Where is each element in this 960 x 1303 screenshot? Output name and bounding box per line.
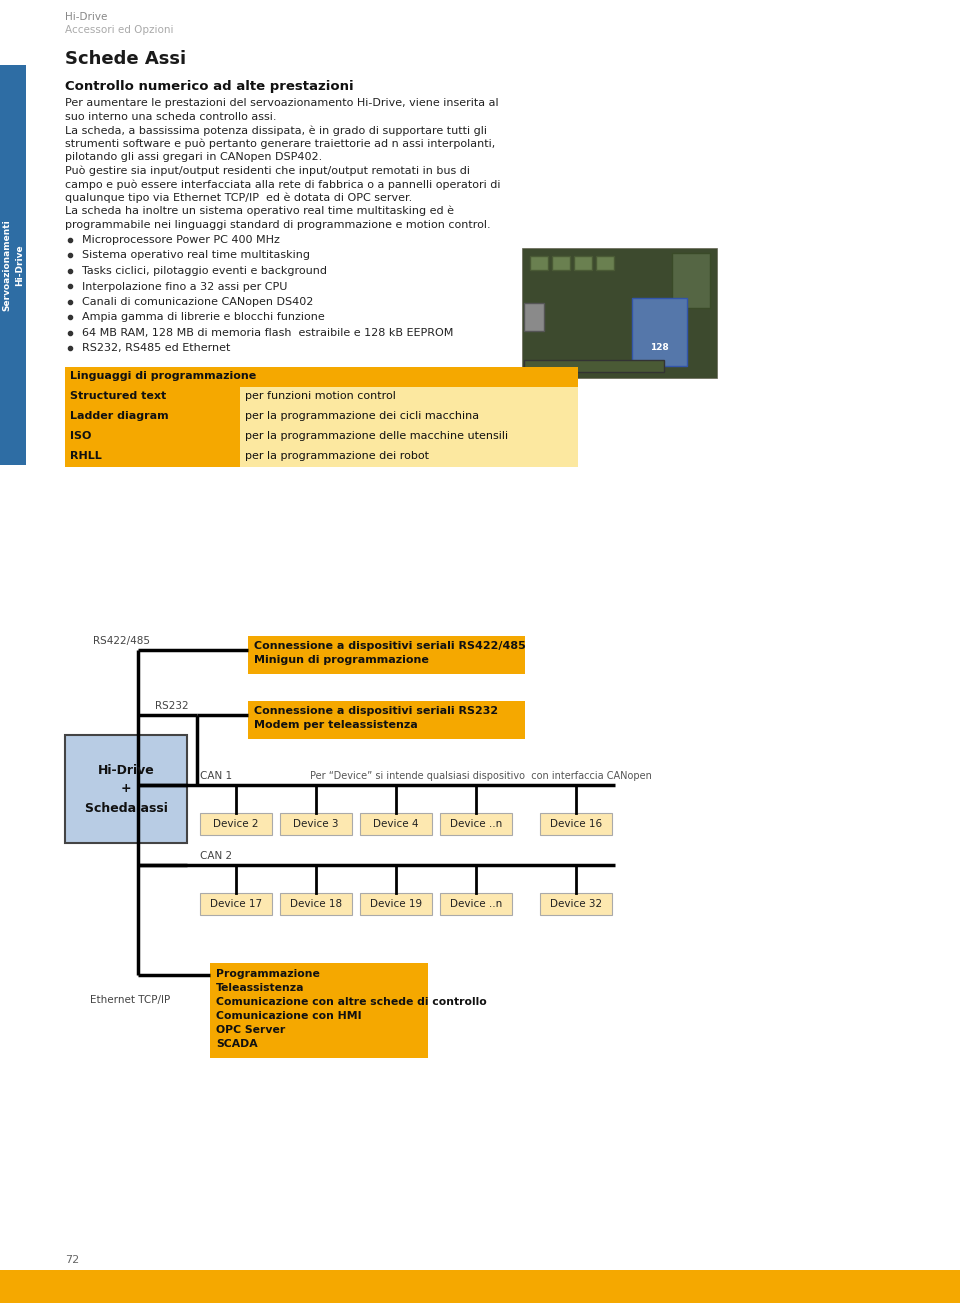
Text: Canali di comunicazione CANopen DS402: Canali di comunicazione CANopen DS402 bbox=[82, 297, 313, 308]
Text: OPC Server: OPC Server bbox=[216, 1025, 285, 1035]
Text: Ethernet TCP/IP: Ethernet TCP/IP bbox=[90, 995, 170, 1005]
Text: Schede Assi: Schede Assi bbox=[65, 50, 186, 68]
Text: Programmazione: Programmazione bbox=[216, 969, 320, 979]
Bar bbox=[240, 427, 578, 447]
Text: Device 19: Device 19 bbox=[370, 899, 422, 909]
Text: CAN 2: CAN 2 bbox=[200, 851, 232, 861]
Bar bbox=[200, 893, 272, 915]
Bar bbox=[440, 813, 512, 835]
Bar bbox=[280, 813, 352, 835]
Bar bbox=[240, 447, 578, 466]
Bar bbox=[248, 636, 525, 674]
Text: Device 2: Device 2 bbox=[213, 820, 259, 829]
Text: RHLL: RHLL bbox=[70, 451, 102, 461]
Text: qualunque tipo via Ethernet TCP/IP  ed è dotata di OPC server.: qualunque tipo via Ethernet TCP/IP ed è … bbox=[65, 193, 412, 203]
Text: RS232, RS485 ed Ethernet: RS232, RS485 ed Ethernet bbox=[82, 344, 230, 353]
Text: Device 16: Device 16 bbox=[550, 820, 602, 829]
Bar bbox=[440, 893, 512, 915]
Bar bbox=[210, 963, 428, 1058]
Bar bbox=[540, 813, 612, 835]
Text: Ampia gamma di librerie e blocchi funzione: Ampia gamma di librerie e blocchi funzio… bbox=[82, 313, 324, 323]
Text: per la programmazione dei cicli macchina: per la programmazione dei cicli macchina bbox=[245, 410, 479, 421]
Text: ISO: ISO bbox=[70, 431, 91, 440]
Text: per funzioni motion control: per funzioni motion control bbox=[245, 391, 396, 401]
Text: Sistema operativo real time multitasking: Sistema operativo real time multitasking bbox=[82, 250, 310, 261]
Text: CAN 1: CAN 1 bbox=[200, 771, 232, 780]
Bar bbox=[0, 65, 26, 465]
Text: per la programmazione delle macchine utensili: per la programmazione delle macchine ute… bbox=[245, 431, 508, 440]
Text: Minigun di programmazione: Minigun di programmazione bbox=[254, 655, 429, 665]
Text: La scheda, a bassissima potenza dissipata, è in grado di supportare tutti gli: La scheda, a bassissima potenza dissipat… bbox=[65, 125, 487, 136]
Bar bbox=[524, 360, 664, 371]
Bar bbox=[524, 304, 544, 331]
Bar bbox=[65, 427, 240, 447]
Text: Per aumentare le prestazioni del servoazionamento Hi-Drive, viene inserita al: Per aumentare le prestazioni del servoaz… bbox=[65, 98, 498, 108]
Text: Device 17: Device 17 bbox=[210, 899, 262, 909]
Text: Accessori ed Opzioni: Accessori ed Opzioni bbox=[65, 25, 174, 35]
Text: RS232: RS232 bbox=[155, 701, 188, 711]
Bar bbox=[240, 387, 578, 407]
Bar bbox=[530, 255, 548, 270]
Text: campo e può essere interfacciata alla rete di fabbrica o a pannelli operatori di: campo e può essere interfacciata alla re… bbox=[65, 179, 500, 189]
Text: Può gestire sia input/output residenti che input/output remotati in bus di: Può gestire sia input/output residenti c… bbox=[65, 165, 470, 176]
Text: La scheda ha inoltre un sistema operativo real time multitasking ed è: La scheda ha inoltre un sistema operativ… bbox=[65, 206, 454, 216]
Text: Device 32: Device 32 bbox=[550, 899, 602, 909]
Text: suo interno una scheda controllo assi.: suo interno una scheda controllo assi. bbox=[65, 112, 276, 121]
Text: Device ..n: Device ..n bbox=[450, 899, 502, 909]
Bar bbox=[574, 255, 592, 270]
Text: Device 18: Device 18 bbox=[290, 899, 342, 909]
Text: Connessione a dispositivi seriali RS232: Connessione a dispositivi seriali RS232 bbox=[254, 706, 498, 717]
Text: RS422/485: RS422/485 bbox=[93, 636, 150, 646]
Bar bbox=[632, 298, 687, 366]
Text: Device 4: Device 4 bbox=[373, 820, 419, 829]
Bar bbox=[280, 893, 352, 915]
Text: Structured text: Structured text bbox=[70, 391, 166, 401]
Bar bbox=[0, 1270, 960, 1303]
Bar bbox=[360, 893, 432, 915]
Bar bbox=[522, 248, 717, 378]
Text: 64 MB RAM, 128 MB di memoria flash  estraibile e 128 kB EEPROM: 64 MB RAM, 128 MB di memoria flash estra… bbox=[82, 328, 453, 337]
Text: Hi-Drive: Hi-Drive bbox=[65, 12, 108, 22]
Text: Linguaggi di programmazione: Linguaggi di programmazione bbox=[70, 371, 256, 380]
Text: SCADA: SCADA bbox=[216, 1038, 257, 1049]
Text: Device 3: Device 3 bbox=[293, 820, 339, 829]
Bar bbox=[65, 735, 187, 843]
Text: Per “Device” si intende qualsiasi dispositivo  con interfaccia CANopen: Per “Device” si intende qualsiasi dispos… bbox=[310, 771, 652, 780]
Text: Device ..n: Device ..n bbox=[450, 820, 502, 829]
Text: Tasks ciclici, pilotaggio eventi e background: Tasks ciclici, pilotaggio eventi e backg… bbox=[82, 266, 327, 276]
Text: Modem per teleassistenza: Modem per teleassistenza bbox=[254, 721, 418, 730]
Bar bbox=[65, 407, 240, 427]
Text: programmabile nei linguaggi standard di programmazione e motion control.: programmabile nei linguaggi standard di … bbox=[65, 219, 491, 229]
Text: pilotando gli assi gregari in CANopen DSP402.: pilotando gli assi gregari in CANopen DS… bbox=[65, 152, 323, 162]
Bar bbox=[65, 447, 240, 466]
Bar bbox=[552, 255, 570, 270]
Text: Interpolazione fino a 32 assi per CPU: Interpolazione fino a 32 assi per CPU bbox=[82, 281, 287, 292]
Text: Teleassistenza: Teleassistenza bbox=[216, 982, 304, 993]
Bar bbox=[248, 701, 525, 739]
Text: 128: 128 bbox=[650, 344, 668, 353]
Text: Comunicazione con altre schede di controllo: Comunicazione con altre schede di contro… bbox=[216, 997, 487, 1007]
Text: Ladder diagram: Ladder diagram bbox=[70, 410, 169, 421]
Bar bbox=[596, 255, 614, 270]
Bar bbox=[672, 253, 710, 308]
Text: Comunicazione con HMI: Comunicazione con HMI bbox=[216, 1011, 362, 1022]
Text: per la programmazione dei robot: per la programmazione dei robot bbox=[245, 451, 429, 461]
Text: 72: 72 bbox=[65, 1255, 80, 1265]
Text: Microprocessore Power PC 400 MHz: Microprocessore Power PC 400 MHz bbox=[82, 235, 280, 245]
Bar bbox=[65, 367, 578, 387]
Text: Connessione a dispositivi seriali RS422/485: Connessione a dispositivi seriali RS422/… bbox=[254, 641, 526, 652]
Text: Controllo numerico ad alte prestazioni: Controllo numerico ad alte prestazioni bbox=[65, 79, 353, 93]
Bar bbox=[240, 407, 578, 427]
Bar bbox=[65, 387, 240, 407]
Bar bbox=[540, 893, 612, 915]
Text: Servoazionamenti
Hi-Drive: Servoazionamenti Hi-Drive bbox=[2, 219, 24, 311]
Text: Hi-Drive
+
Scheda assi: Hi-Drive + Scheda assi bbox=[84, 764, 167, 814]
Bar bbox=[360, 813, 432, 835]
Text: strumenti software e può pertanto generare traiettorie ad n assi interpolanti,: strumenti software e può pertanto genera… bbox=[65, 138, 495, 149]
Bar bbox=[200, 813, 272, 835]
